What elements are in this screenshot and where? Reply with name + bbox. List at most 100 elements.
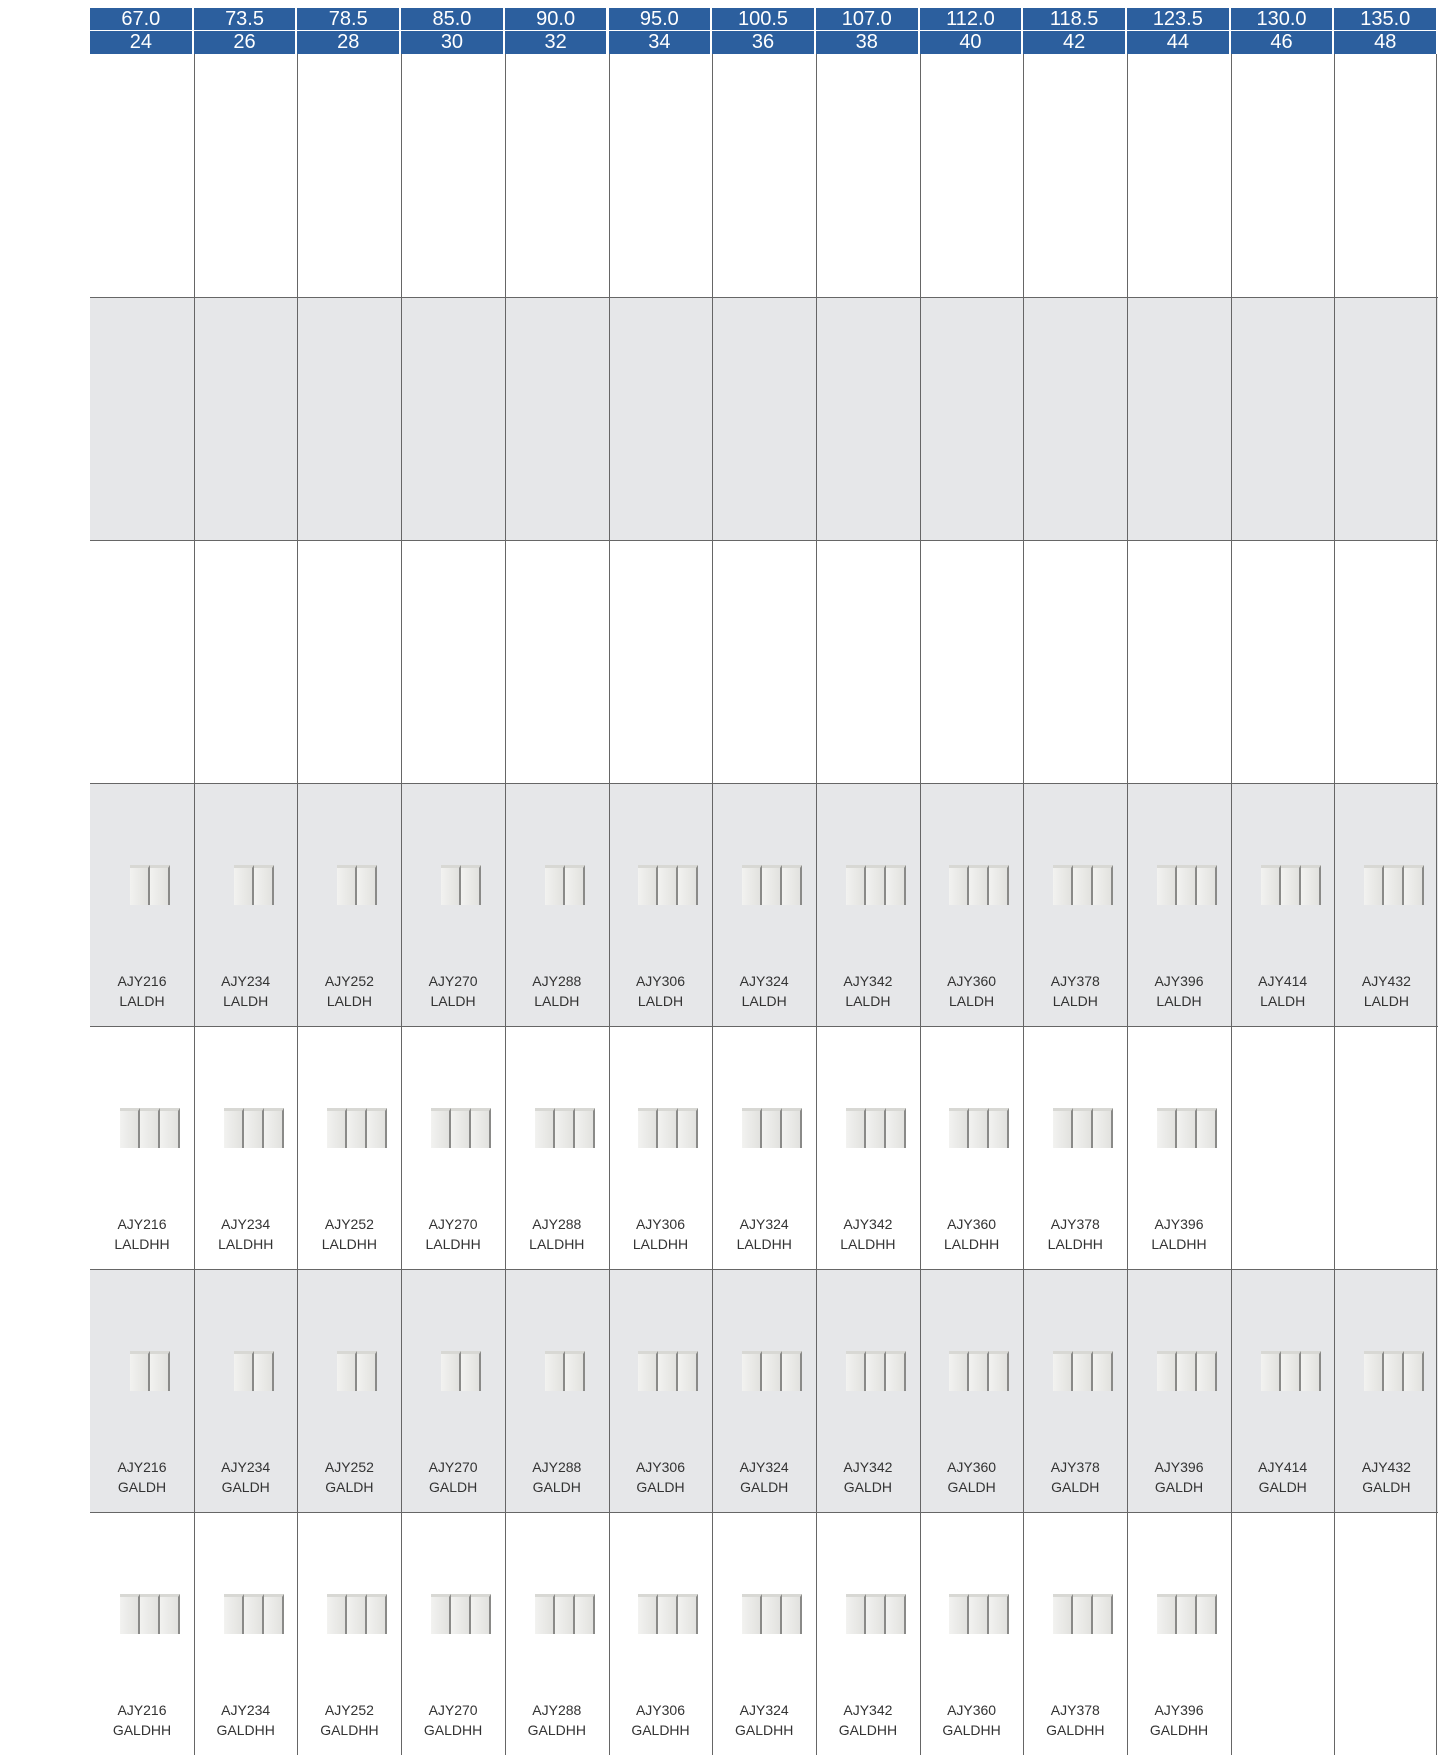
capacity-cell: 95.0 bbox=[608, 8, 713, 31]
unit-module bbox=[678, 1351, 699, 1391]
unit-module bbox=[969, 1594, 990, 1634]
unit-module bbox=[658, 865, 679, 905]
model-code: AJY396 bbox=[1154, 973, 1204, 989]
unit-module bbox=[159, 1594, 180, 1634]
unit-module bbox=[782, 1594, 803, 1634]
model-suffix: GALDHH bbox=[423, 1722, 483, 1738]
unit-module bbox=[1384, 865, 1405, 905]
unit-module bbox=[969, 1108, 990, 1148]
unit-module bbox=[1196, 865, 1217, 905]
unit-module bbox=[534, 1108, 555, 1148]
model-code: AJY432 bbox=[1361, 1459, 1411, 1475]
unit-module bbox=[357, 1351, 378, 1391]
unit-module bbox=[782, 865, 803, 905]
hp-cell: 40 bbox=[919, 31, 1024, 54]
unit-icon bbox=[440, 865, 481, 905]
unit-module bbox=[470, 1594, 491, 1634]
unit-module bbox=[1364, 865, 1385, 905]
unit-icon bbox=[1156, 1594, 1217, 1634]
model-code: AJY360 bbox=[947, 1702, 997, 1718]
unit-icon bbox=[1053, 1351, 1114, 1391]
model-suffix: GALDH bbox=[636, 1479, 685, 1495]
hp-cell: 36 bbox=[712, 31, 816, 54]
unit-icon bbox=[845, 865, 906, 905]
model-suffix: LALDHH bbox=[1151, 1236, 1207, 1252]
model-suffix: LALDHH bbox=[632, 1236, 689, 1252]
unit-module bbox=[233, 865, 254, 905]
row-line bbox=[90, 1269, 1439, 1270]
unit-module bbox=[440, 865, 461, 905]
model-suffix: GALDH bbox=[843, 1479, 892, 1495]
unit-module bbox=[1093, 865, 1114, 905]
unit-module bbox=[253, 1351, 274, 1391]
unit-module bbox=[1280, 865, 1301, 905]
unit-module bbox=[678, 865, 699, 905]
unit-module bbox=[885, 1351, 906, 1391]
model-suffix: LALDHH bbox=[114, 1236, 170, 1252]
model-suffix: LALDH bbox=[223, 993, 269, 1009]
unit-icon bbox=[1260, 1351, 1321, 1391]
unit-module bbox=[949, 1108, 970, 1148]
unit-module bbox=[129, 1351, 150, 1391]
model-suffix: GALDH bbox=[1051, 1479, 1100, 1495]
model-code: AJY324 bbox=[739, 1702, 789, 1718]
unit-icon bbox=[742, 865, 803, 905]
model-suffix: GALDHH bbox=[735, 1722, 794, 1738]
model-suffix: GALDHH bbox=[1149, 1722, 1209, 1738]
model-code: AJY288 bbox=[532, 1459, 582, 1475]
model-suffix: LALDHH bbox=[321, 1236, 378, 1252]
unit-module bbox=[865, 1351, 886, 1391]
unit-module bbox=[969, 1351, 990, 1391]
unit-module bbox=[460, 1351, 481, 1391]
model-code: AJY342 bbox=[843, 1702, 893, 1718]
model-code: AJY252 bbox=[324, 973, 374, 989]
model-suffix: LALDHH bbox=[529, 1236, 585, 1252]
unit-icon bbox=[1156, 1108, 1217, 1148]
unit-icon bbox=[119, 1594, 180, 1634]
unit-icon bbox=[337, 865, 378, 905]
model-suffix: LALDH bbox=[637, 993, 684, 1009]
unit-module bbox=[554, 1108, 575, 1148]
model-suffix: LALDH bbox=[845, 993, 891, 1009]
unit-icon bbox=[430, 1108, 491, 1148]
unit-module bbox=[1156, 1594, 1177, 1634]
capacity-cell: 67.0 bbox=[90, 8, 194, 31]
unit-module bbox=[1300, 865, 1321, 905]
model-code: AJY378 bbox=[1050, 1216, 1100, 1232]
unit-module bbox=[742, 1108, 763, 1148]
model-code: AJY378 bbox=[1050, 973, 1100, 989]
model-suffix: LALDHH bbox=[218, 1236, 274, 1252]
model-suffix: GALDHH bbox=[838, 1722, 898, 1738]
unit-icon bbox=[1364, 1351, 1425, 1391]
model-code: AJY270 bbox=[428, 1459, 478, 1475]
unit-module bbox=[347, 1594, 368, 1634]
unit-module bbox=[1176, 1108, 1197, 1148]
unit-module bbox=[1093, 1594, 1114, 1634]
model-suffix: GALDH bbox=[532, 1479, 581, 1495]
model-suffix: LALDH bbox=[1052, 993, 1098, 1009]
model-code: AJY288 bbox=[532, 1702, 582, 1718]
model-suffix: GALDH bbox=[221, 1479, 270, 1495]
unit-module bbox=[1073, 865, 1094, 905]
model-code: AJY306 bbox=[635, 1216, 686, 1232]
unit-module bbox=[1404, 865, 1425, 905]
unit-module bbox=[1053, 865, 1074, 905]
unit-module bbox=[949, 865, 970, 905]
model-suffix: GALDH bbox=[947, 1479, 996, 1495]
unit-icon bbox=[638, 1351, 699, 1391]
unit-module bbox=[1073, 1351, 1094, 1391]
hp-cell: 42 bbox=[1023, 31, 1127, 54]
model-suffix: GALDH bbox=[1258, 1479, 1307, 1495]
unit-module bbox=[638, 1594, 659, 1634]
unit-icon bbox=[742, 1108, 803, 1148]
unit-icon bbox=[1053, 865, 1114, 905]
model-suffix: LALDH bbox=[949, 993, 995, 1009]
column-line bbox=[1023, 54, 1025, 1755]
hp-cell: 44 bbox=[1127, 31, 1231, 54]
unit-icon bbox=[534, 1594, 595, 1634]
row-line bbox=[90, 1026, 1439, 1027]
hp-cell: 28 bbox=[297, 31, 402, 54]
model-suffix: GALDHH bbox=[527, 1722, 586, 1738]
unit-module bbox=[450, 1594, 471, 1634]
unit-module bbox=[1364, 1351, 1385, 1391]
